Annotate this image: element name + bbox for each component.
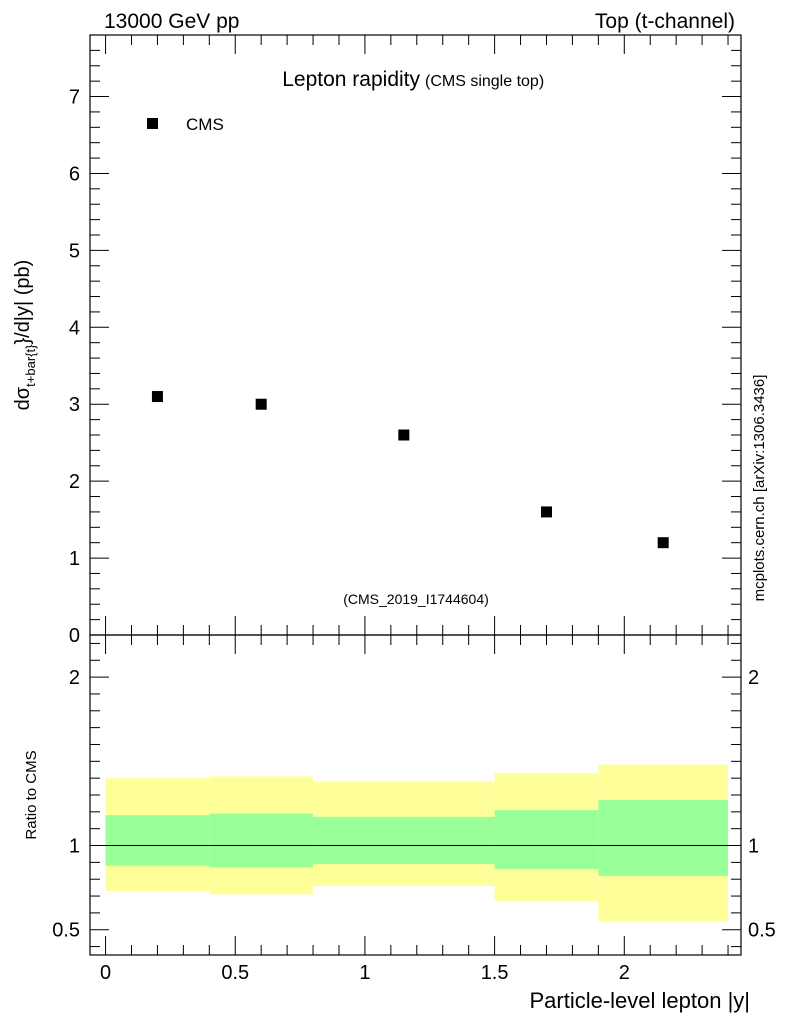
source-watermark: mcplots.cern.ch [arXiv:1306.3436] bbox=[751, 375, 768, 602]
analysis-label: (CMS_2019_I1744604) bbox=[343, 591, 489, 607]
main-y-label-rest: }/d|y| (pb) bbox=[12, 260, 34, 345]
ratio-y-tick-label-right: 0.5 bbox=[748, 920, 776, 942]
x-tick-label: 1.5 bbox=[481, 962, 509, 984]
ratio-y-tick-label-right: 1 bbox=[748, 836, 759, 858]
uncertainty-band-inner bbox=[105, 815, 210, 866]
ratio-panel: 0.5 0.5 1 1 2 2 0 0.5 1 1.5 2 Ratio to CMS Particl… bbox=[23, 634, 776, 1013]
main-y-tick-label: 0 bbox=[69, 625, 80, 647]
ratio-plot-frame bbox=[89, 634, 742, 956]
x-tick-label: 1 bbox=[359, 962, 370, 984]
data-point-cms bbox=[540, 506, 552, 518]
uncertainty-band-inner bbox=[313, 816, 495, 865]
chart-title: Lepton rapidity bbox=[282, 68, 420, 91]
x-tick-label: 2 bbox=[619, 962, 630, 984]
main-y-tick-label: 1 bbox=[69, 548, 80, 570]
uncertainty-band-inner bbox=[209, 813, 314, 868]
main-y-tick-label: 3 bbox=[69, 394, 80, 416]
data-point-cms bbox=[398, 429, 410, 441]
header-energy-label: 13000 GeV pp bbox=[104, 10, 239, 33]
ratio-plot-area: 0.5 0.5 1 1 2 2 0 0.5 1 1.5 2 bbox=[52, 634, 776, 984]
main-y-tick-label: 4 bbox=[69, 317, 80, 339]
main-y-label-subscript: t+bar{t} bbox=[23, 344, 38, 387]
uncertainty-band-inner bbox=[494, 810, 599, 870]
main-y-tick-label: 5 bbox=[69, 240, 80, 262]
x-tick-label: 0.5 bbox=[221, 962, 249, 984]
ratio-y-tick-label: 0.5 bbox=[52, 920, 80, 942]
main-panel: 0 1 2 3 4 5 6 7 Lepton rapidity (CMS single top… bbox=[12, 34, 742, 647]
x-tick-label: 0 bbox=[100, 962, 111, 984]
legend-label-cms: CMS bbox=[186, 115, 224, 134]
data-point-cms bbox=[151, 391, 163, 403]
ratio-y-tick-label-right: 2 bbox=[748, 667, 759, 689]
data-point-cms bbox=[255, 398, 267, 410]
legend-marker-cms bbox=[147, 118, 158, 129]
ratio-y-tick-label: 2 bbox=[69, 667, 80, 689]
main-y-axis-label: dσt+bar{t}}/d|y| (pb) bbox=[12, 260, 38, 411]
main-y-tick-label: 6 bbox=[69, 163, 80, 185]
x-axis-label: Particle-level lepton |y| bbox=[529, 988, 750, 1013]
main-plot-area: 0 1 2 3 4 5 6 7 bbox=[69, 34, 742, 647]
header-process-label: Top (t-channel) bbox=[595, 10, 735, 33]
main-y-tick-label: 2 bbox=[69, 471, 80, 493]
ratio-y-axis-label: Ratio to CMS bbox=[23, 750, 40, 839]
ratio-y-tick-label: 1 bbox=[69, 836, 80, 858]
main-y-label-sigma: dσ bbox=[12, 386, 34, 410]
main-y-tick-label: 7 bbox=[69, 87, 80, 109]
chart-subtitle: (CMS single top) bbox=[425, 73, 544, 90]
uncertainty-band-inner bbox=[598, 800, 729, 876]
data-point-cms bbox=[657, 537, 669, 549]
